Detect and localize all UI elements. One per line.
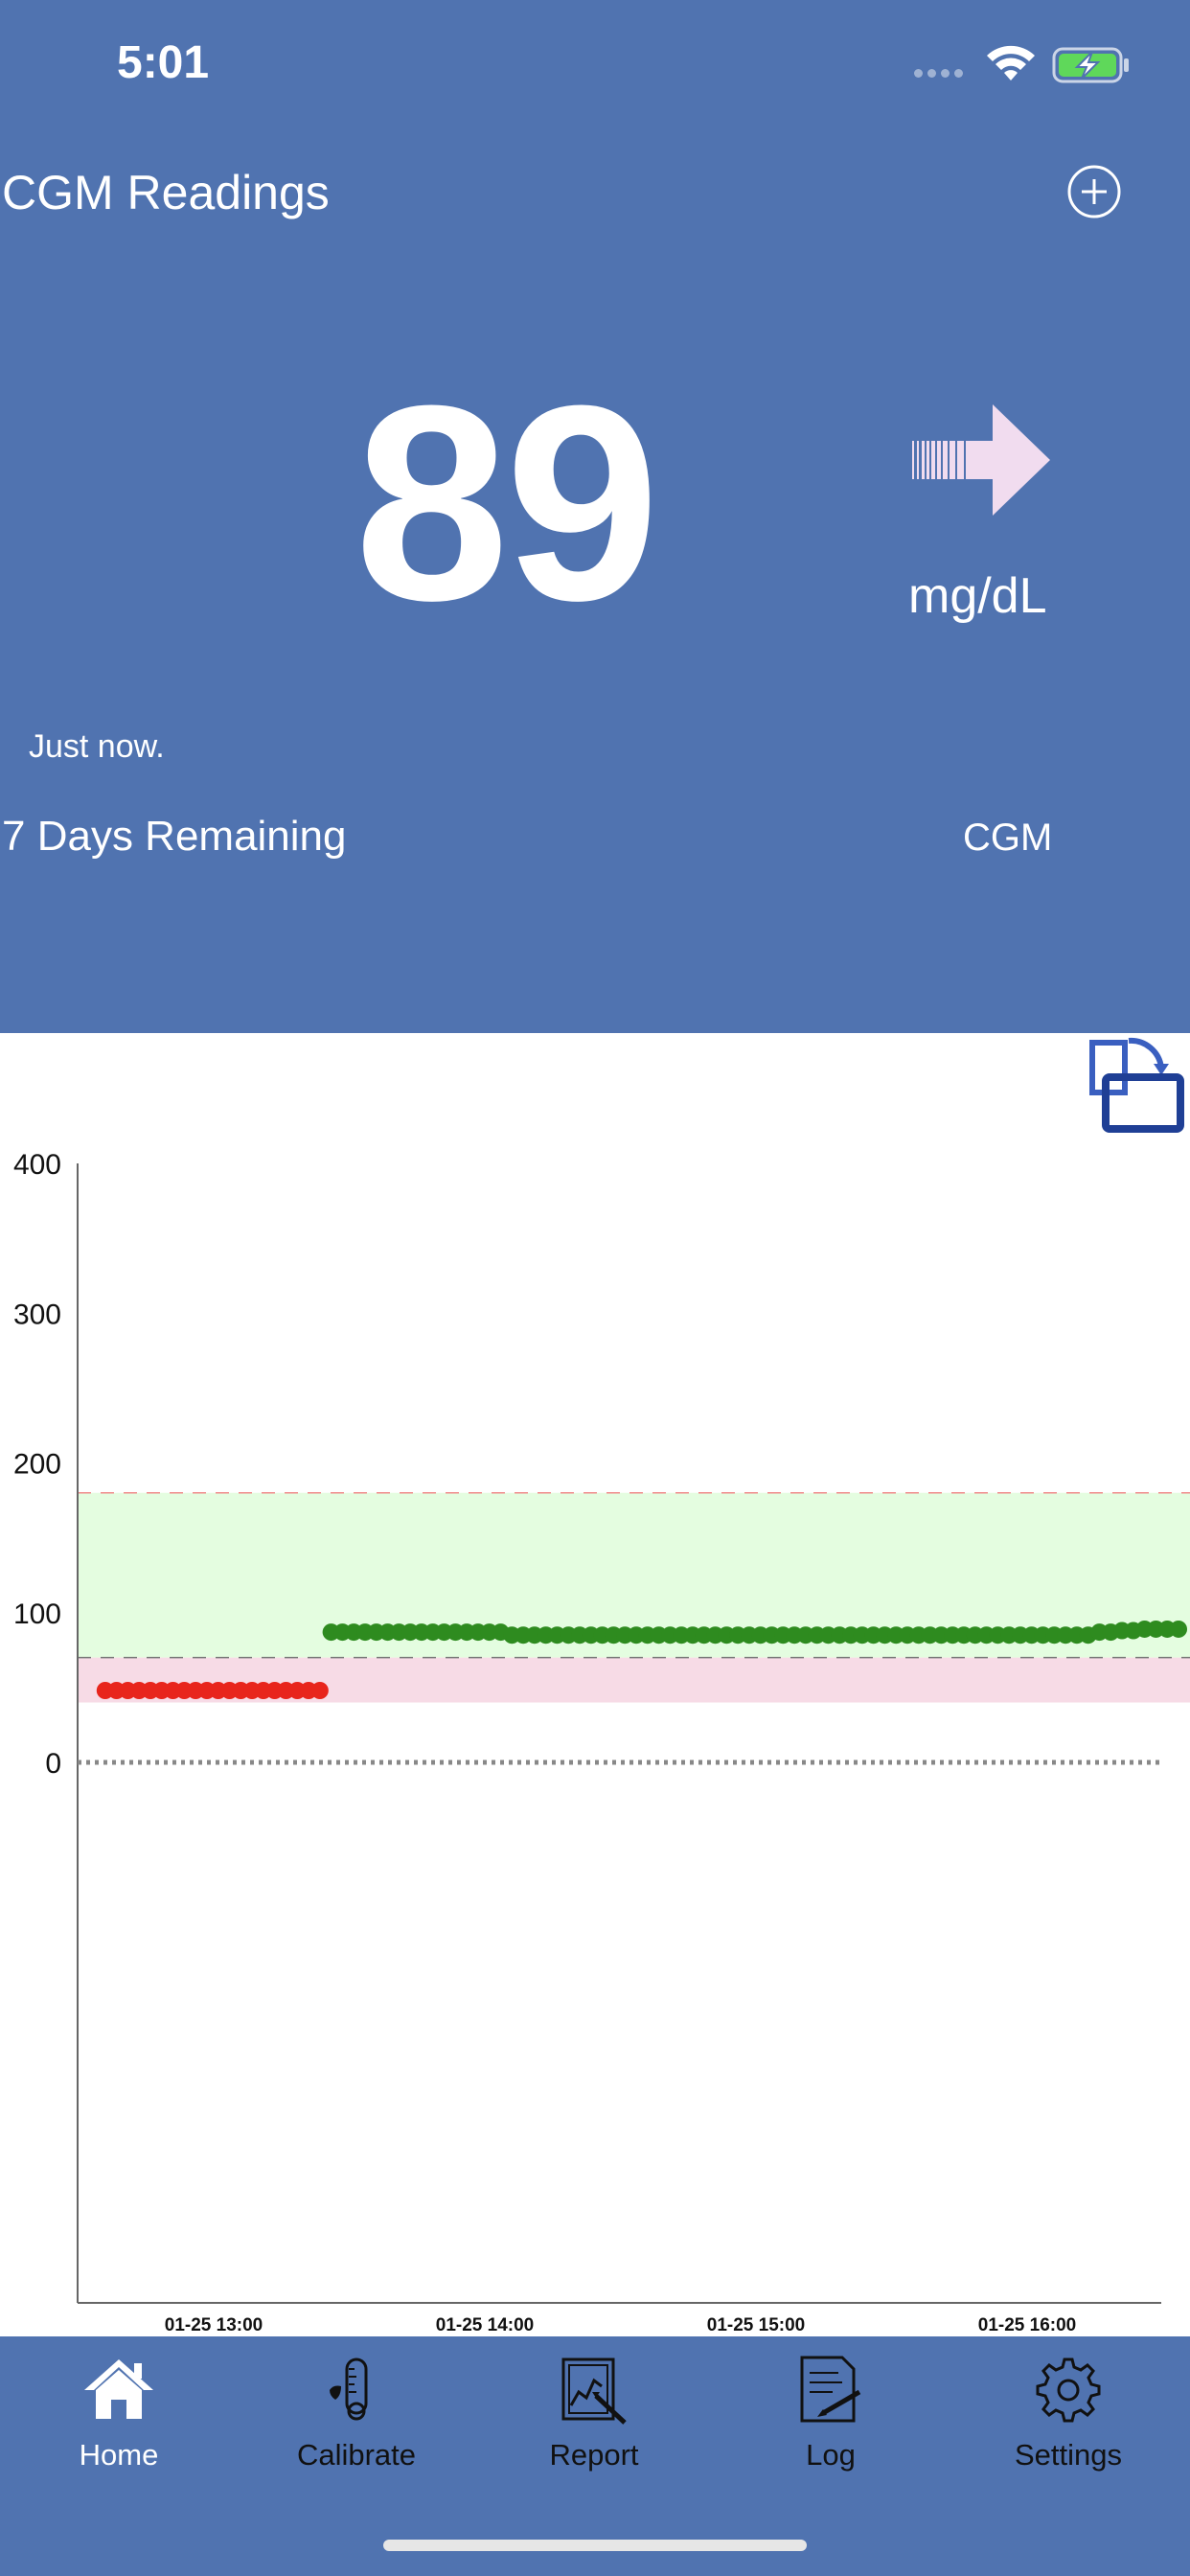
tab-settings-label: Settings [1014, 2438, 1122, 2472]
glucose-chart: 400 300 200 100 0 01-25 13:00 01-25 14:00 01-25… [13, 1149, 1190, 2335]
gear-icon [1036, 2358, 1101, 2423]
log-document-icon [800, 2356, 861, 2423]
tab-report-label: Report [549, 2438, 639, 2472]
glucose-data-point [310, 1682, 329, 1699]
y-tick-label: 300 [13, 1299, 61, 1330]
unit-label: mg/dL [908, 568, 1047, 624]
y-tick-label: 200 [13, 1449, 61, 1481]
last-updated-label: Just now. [29, 728, 165, 765]
thermometer-drop-icon [330, 2358, 368, 2421]
x-tick-label: 01-25 16:00 [978, 2315, 1076, 2335]
glucose-data-point [1170, 1620, 1188, 1638]
cellular-signal-icon [914, 69, 970, 80]
report-chart-icon [561, 2358, 627, 2425]
home-indicator [383, 2540, 807, 2551]
wifi-icon [987, 45, 1035, 80]
rotate-landscape-button[interactable] [1087, 1035, 1186, 1135]
x-tick-label: 01-25 13:00 [165, 2315, 263, 2335]
tab-calibrate[interactable]: Calibrate [261, 2336, 452, 2499]
add-reading-button[interactable] [1065, 163, 1123, 220]
sensor-days-remaining: 7 Days Remaining [2, 813, 347, 860]
battery-charging-icon [1052, 47, 1129, 83]
tab-bar: Home Calibrate Report [0, 2336, 1190, 2576]
source-label: CGM [963, 816, 1053, 859]
tab-log-label: Log [806, 2438, 856, 2472]
y-tick-label: 0 [45, 1748, 61, 1780]
tab-log[interactable]: Log [735, 2336, 927, 2499]
tab-settings[interactable]: Settings [973, 2336, 1164, 2499]
page-title: CGM Readings [2, 166, 330, 219]
header-panel [0, 0, 1190, 1033]
trend-arrow-icon [912, 404, 1050, 516]
status-time: 5:01 [117, 37, 210, 88]
glucose-reading-value: 89 [355, 348, 660, 658]
tab-home[interactable]: Home [23, 2336, 215, 2499]
x-tick-label: 01-25 14:00 [436, 2315, 534, 2335]
tab-report[interactable]: Report [498, 2336, 690, 2499]
tab-home-label: Home [79, 2438, 159, 2472]
y-tick-label: 400 [13, 1149, 61, 1181]
y-tick-label: 100 [13, 1598, 61, 1630]
tab-calibrate-label: Calibrate [296, 2438, 417, 2472]
home-icon [84, 2359, 153, 2419]
x-tick-label: 01-25 15:00 [707, 2315, 805, 2335]
